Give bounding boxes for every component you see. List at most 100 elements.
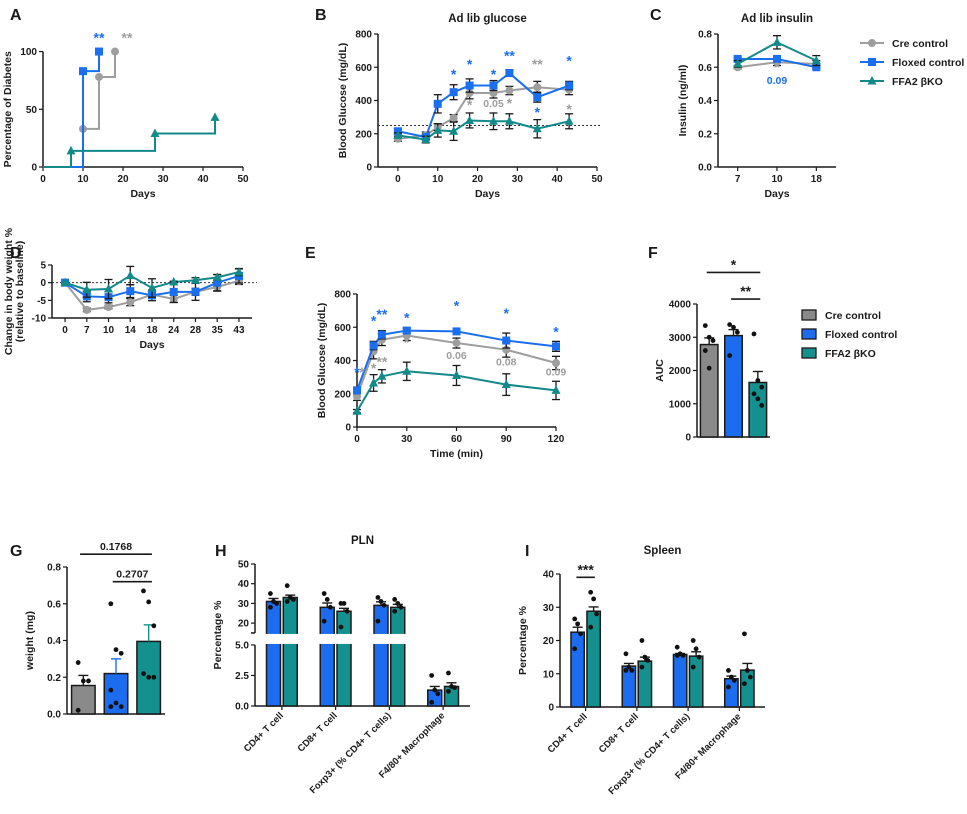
x-tick-label: 43	[233, 325, 245, 336]
legend-item: FFA2 βKO	[801, 347, 876, 360]
legend-label: FFA2 βKO	[892, 76, 943, 88]
data-point	[728, 674, 734, 680]
data-point	[645, 658, 651, 663]
panel-label-C: C	[650, 7, 662, 24]
x-tick-label: 0	[62, 325, 68, 336]
y-tick-label: 50	[238, 560, 250, 571]
data-point	[759, 384, 765, 390]
bar	[748, 381, 768, 438]
marker-square	[812, 63, 821, 72]
marker-triangle	[501, 379, 511, 389]
series-floxed	[43, 47, 103, 168]
chart-title: Ad lib glucose	[448, 13, 527, 25]
marker-triangle	[352, 406, 362, 415]
data-point	[674, 644, 680, 650]
y-tick-label: 40	[543, 570, 555, 581]
x-tick-label: 14	[125, 325, 137, 336]
y-tick-label: 400	[355, 96, 372, 107]
data-point	[734, 329, 740, 335]
data-point	[146, 599, 152, 605]
marker-circle	[465, 89, 474, 98]
significance-star: *	[535, 104, 541, 120]
marker-triangle	[402, 366, 412, 375]
legend-label: Floxed control	[892, 57, 964, 69]
data-point	[623, 668, 629, 673]
bar	[621, 665, 637, 708]
panel-B: 0 10 20 30 40 50 0 200 400 600 800 Days Blood Glucos…	[337, 13, 603, 200]
x-tick-label: 0	[40, 174, 46, 185]
panel-label-F: F	[648, 245, 658, 262]
axis-break-gap	[256, 633, 471, 644]
p-value-label: 0.08	[496, 356, 517, 368]
data-point	[626, 664, 632, 670]
category-group	[621, 638, 653, 708]
legend-item: Cre control	[801, 309, 881, 322]
bar	[688, 655, 704, 708]
data-point	[731, 678, 737, 683]
x-tick-label: 50	[591, 174, 603, 185]
marker-square	[95, 47, 103, 56]
y-axis-label: (relative to baseline)	[14, 241, 26, 343]
marker-circle	[452, 339, 461, 348]
data-point	[452, 685, 457, 691]
data-point	[702, 323, 708, 329]
data-point	[747, 674, 753, 680]
category-group	[319, 591, 352, 707]
legend-lines: Cre control Floxed control FFA2 βKO	[860, 38, 964, 88]
x-tick-label: CD4+ T cell	[242, 710, 286, 754]
marker-triangle	[564, 116, 574, 125]
x-axis-label: Days	[139, 339, 164, 351]
significance-star: *	[404, 334, 410, 350]
y-axis-label: Percentage of Diabetes	[2, 51, 14, 167]
data-point	[108, 601, 114, 607]
significance-star: *	[566, 101, 572, 117]
marker-triangle	[532, 123, 542, 133]
x-tick-label: CD8+ T cell	[296, 710, 340, 754]
bar	[443, 685, 460, 707]
y-tick-label: 0.0	[698, 163, 712, 174]
marker-triangle	[210, 112, 220, 121]
x-tick-label: 30	[401, 434, 413, 445]
y-tick-label: -5	[37, 296, 46, 307]
data-point	[113, 647, 119, 653]
marker-triangle	[393, 130, 403, 139]
y-tick-label: 0.6	[47, 599, 61, 610]
x-tick-label: 10	[771, 174, 783, 185]
y-tick-label: 0.0	[47, 710, 61, 721]
data-point	[680, 653, 686, 658]
significance-star: *	[566, 53, 572, 69]
series-cre	[393, 80, 574, 143]
bar	[570, 631, 586, 708]
marker-square	[465, 81, 474, 90]
data-point	[751, 331, 757, 337]
significance-star: **	[94, 29, 105, 45]
significance-star: *	[491, 66, 497, 82]
data-point	[141, 671, 146, 676]
marker-square	[402, 326, 411, 335]
significance-star: *	[467, 56, 473, 72]
y-axis-label: Percentage %	[517, 605, 529, 675]
panel-D: 0 7 10 14 18 24 28 35 43 -10 -5 0 5 Days Change in bod…	[3, 227, 257, 355]
significance-star: *	[504, 305, 510, 321]
data-point	[751, 391, 757, 397]
data-point	[629, 668, 635, 673]
data-point	[284, 599, 290, 604]
y-tick-label: 0.2	[47, 673, 61, 684]
y-tick-label: 200	[355, 129, 372, 140]
data-point	[742, 631, 747, 637]
y-tick-label: 800	[334, 290, 351, 301]
y-axis-label: Insulin (ng/ml)	[677, 65, 689, 137]
significance-star: **	[504, 48, 515, 64]
marker-square	[369, 341, 378, 350]
x-tick-label: 90	[501, 434, 513, 445]
marker-square	[452, 327, 461, 336]
data-point	[706, 334, 712, 340]
y-axis-label: Blood Glucose (mg/dL)	[337, 43, 349, 159]
x-tick-label: 60	[451, 434, 463, 445]
p-value-label: 0.05	[483, 98, 504, 110]
series-floxed	[393, 69, 574, 142]
panel-E: 0 30 60 90 120 0 200 400 600 800 Time (min) Blood G…	[316, 290, 566, 461]
x-tick-label: 0	[354, 434, 360, 445]
chart-title: PLN	[351, 535, 374, 547]
significance-star: *	[454, 298, 460, 314]
